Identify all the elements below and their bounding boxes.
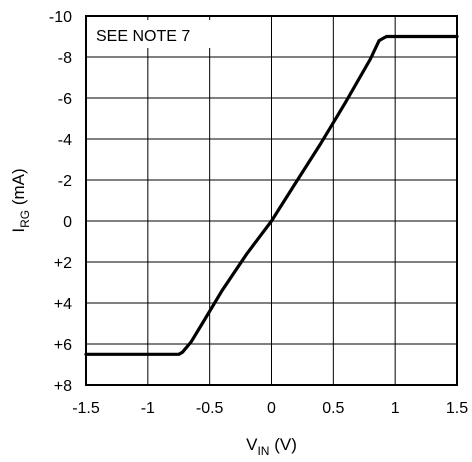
grid	[85, 15, 458, 386]
y-axis-label-unit: (mA)	[9, 168, 28, 210]
y-axis-label-main: I	[9, 228, 28, 233]
x-tick-label: 0.5	[322, 400, 344, 417]
x-tick-label: 1.5	[446, 400, 468, 417]
note-background	[88, 20, 218, 48]
y-tick-label: -2	[58, 173, 72, 190]
y-axis-label-sub: RG	[18, 210, 32, 228]
y-tick-label: -4	[58, 132, 72, 149]
x-axis-label-main: V	[246, 435, 258, 454]
y-axis-label: IRG (mA)	[9, 168, 32, 232]
x-tick-label: -1.5	[72, 400, 100, 417]
y-tick-labels: -10 -8 -6 -4 -2 0 +2 +4 +6 +8	[49, 9, 72, 395]
y-tick-label: 0	[63, 214, 72, 231]
y-tick-label: +6	[54, 337, 72, 354]
annotation-note: SEE NOTE 7	[96, 28, 190, 45]
x-tick-labels: -1.5 -1 -0.5 0 0.5 1 1.5	[72, 400, 468, 417]
x-axis-label-sub: IN	[257, 444, 269, 458]
y-tick-label: -10	[49, 9, 72, 26]
x-tick-label: -1	[141, 400, 155, 417]
y-tick-label: -6	[58, 91, 72, 108]
x-tick-label: 1	[391, 400, 400, 417]
x-axis-label: VIN (V)	[246, 435, 297, 458]
x-tick-label: -0.5	[196, 400, 224, 417]
y-tick-label: +4	[54, 296, 72, 313]
y-tick-label: +2	[54, 255, 72, 272]
series-line	[84, 34, 459, 356]
x-tick-label: 0	[267, 400, 276, 417]
y-tick-label: -8	[58, 50, 72, 67]
y-tick-label: +8	[54, 378, 72, 395]
x-axis-label-unit: (V)	[269, 435, 296, 454]
plot-frame	[85, 15, 458, 386]
